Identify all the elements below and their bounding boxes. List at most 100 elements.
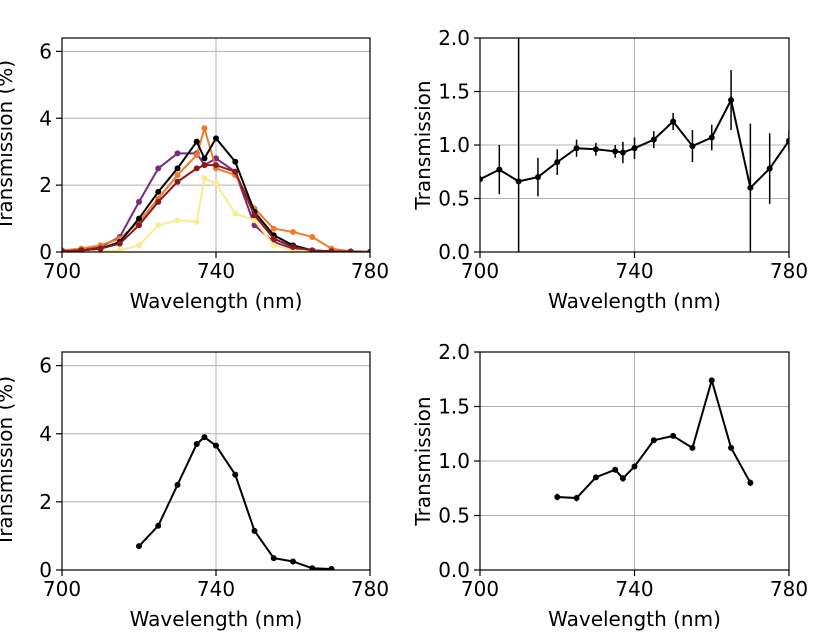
marker (347, 248, 354, 252)
marker (270, 225, 277, 232)
marker (592, 474, 599, 481)
marker (619, 149, 626, 156)
marker (174, 165, 181, 172)
marker (554, 159, 561, 166)
subplot: 700 740 780 0.0 0.5 1.0 1.5 2.0 Wavelength (nm) T… (411, 340, 808, 631)
marker (328, 565, 335, 570)
marker (290, 228, 296, 235)
marker (251, 217, 258, 224)
subplot: 700 740 780 0 2 4 6 Wavelength (nm) Transmission… (0, 37, 389, 313)
x-tick-label: 740 (197, 259, 235, 283)
marker (201, 175, 208, 182)
marker (786, 137, 789, 144)
marker (631, 145, 638, 152)
marker (201, 434, 208, 441)
y-tick-label: 4 (39, 422, 52, 446)
marker (708, 134, 715, 141)
marker (534, 174, 541, 181)
marker (193, 440, 200, 447)
marker (201, 125, 208, 132)
marker (747, 184, 754, 191)
marker (174, 217, 181, 224)
marker (689, 444, 696, 451)
plot-area (136, 434, 335, 570)
x-tick-label: 740 (615, 259, 653, 283)
y-tick-label: 4 (39, 106, 52, 130)
x-tick-label: 700 (43, 577, 81, 601)
axes-frame (479, 37, 790, 253)
marker (155, 198, 162, 205)
marker (251, 527, 258, 534)
x-tick-label: 740 (197, 577, 235, 601)
y-tick-label: 1.0 (438, 449, 470, 473)
marker (670, 118, 677, 125)
y-tick-label: 1.5 (438, 395, 470, 419)
marker (213, 442, 219, 449)
marker (155, 188, 162, 195)
marker (174, 150, 181, 157)
marker (309, 565, 316, 570)
marker (213, 180, 219, 187)
marker (155, 165, 162, 172)
x-tick-label: 780 (770, 577, 808, 601)
y-tick-label: 0.5 (438, 187, 470, 211)
x-tick-label: 700 (43, 259, 81, 283)
marker (480, 176, 483, 183)
y-tick-label: 2.0 (438, 26, 470, 50)
y-tick-label: 0.0 (438, 240, 470, 264)
x-tick-label: 780 (770, 259, 808, 283)
y-tick-label: 0 (39, 240, 52, 264)
series-line (557, 376, 752, 500)
x-axis-label: Wavelength (nm) (130, 289, 303, 313)
marker (174, 172, 181, 179)
plot-area (554, 376, 754, 502)
x-axis-label: Wavelength (nm) (130, 607, 303, 631)
marker (270, 555, 277, 562)
marker (136, 222, 142, 229)
marker (62, 248, 65, 252)
marker (631, 463, 638, 470)
marker (232, 210, 239, 217)
marker (251, 212, 258, 219)
y-tick-label: 2 (39, 490, 52, 514)
marker (554, 493, 561, 500)
marker (174, 178, 181, 185)
y-tick-label: 0.0 (438, 558, 470, 582)
marker (193, 165, 200, 172)
marker (155, 522, 162, 529)
marker (97, 245, 104, 252)
marker (309, 247, 316, 252)
subplot: 700 740 780 0 2 4 6 Wavelength (nm) Transmission… (0, 351, 389, 631)
marker (573, 145, 580, 152)
marker (650, 136, 657, 143)
x-axis-label: Wavelength (nm) (548, 607, 721, 631)
marker (78, 247, 85, 252)
marker (367, 249, 370, 252)
y-tick-label: 0 (39, 558, 52, 582)
marker (747, 479, 754, 486)
axes-frame (479, 351, 790, 571)
marker (270, 235, 277, 242)
marker (136, 543, 142, 550)
marker (650, 437, 657, 444)
series-line (138, 435, 332, 570)
y-tick-label: 1.0 (438, 133, 470, 157)
y-axis-label: Transmission (%) (0, 376, 17, 547)
marker (136, 242, 142, 249)
marker (213, 162, 219, 169)
marker (136, 198, 142, 205)
marker (201, 155, 208, 162)
marker (708, 377, 715, 384)
marker (116, 247, 123, 252)
marker (728, 444, 735, 451)
marker (612, 466, 619, 473)
y-tick-label: 1.5 (438, 80, 470, 104)
x-tick-label: 700 (461, 259, 499, 283)
y-tick-label: 0.5 (438, 504, 470, 528)
series-line (62, 164, 370, 252)
y-tick-label: 2.0 (438, 340, 470, 364)
marker (328, 248, 335, 252)
marker (290, 243, 296, 250)
marker (155, 222, 162, 229)
x-tick-label: 700 (461, 577, 499, 601)
